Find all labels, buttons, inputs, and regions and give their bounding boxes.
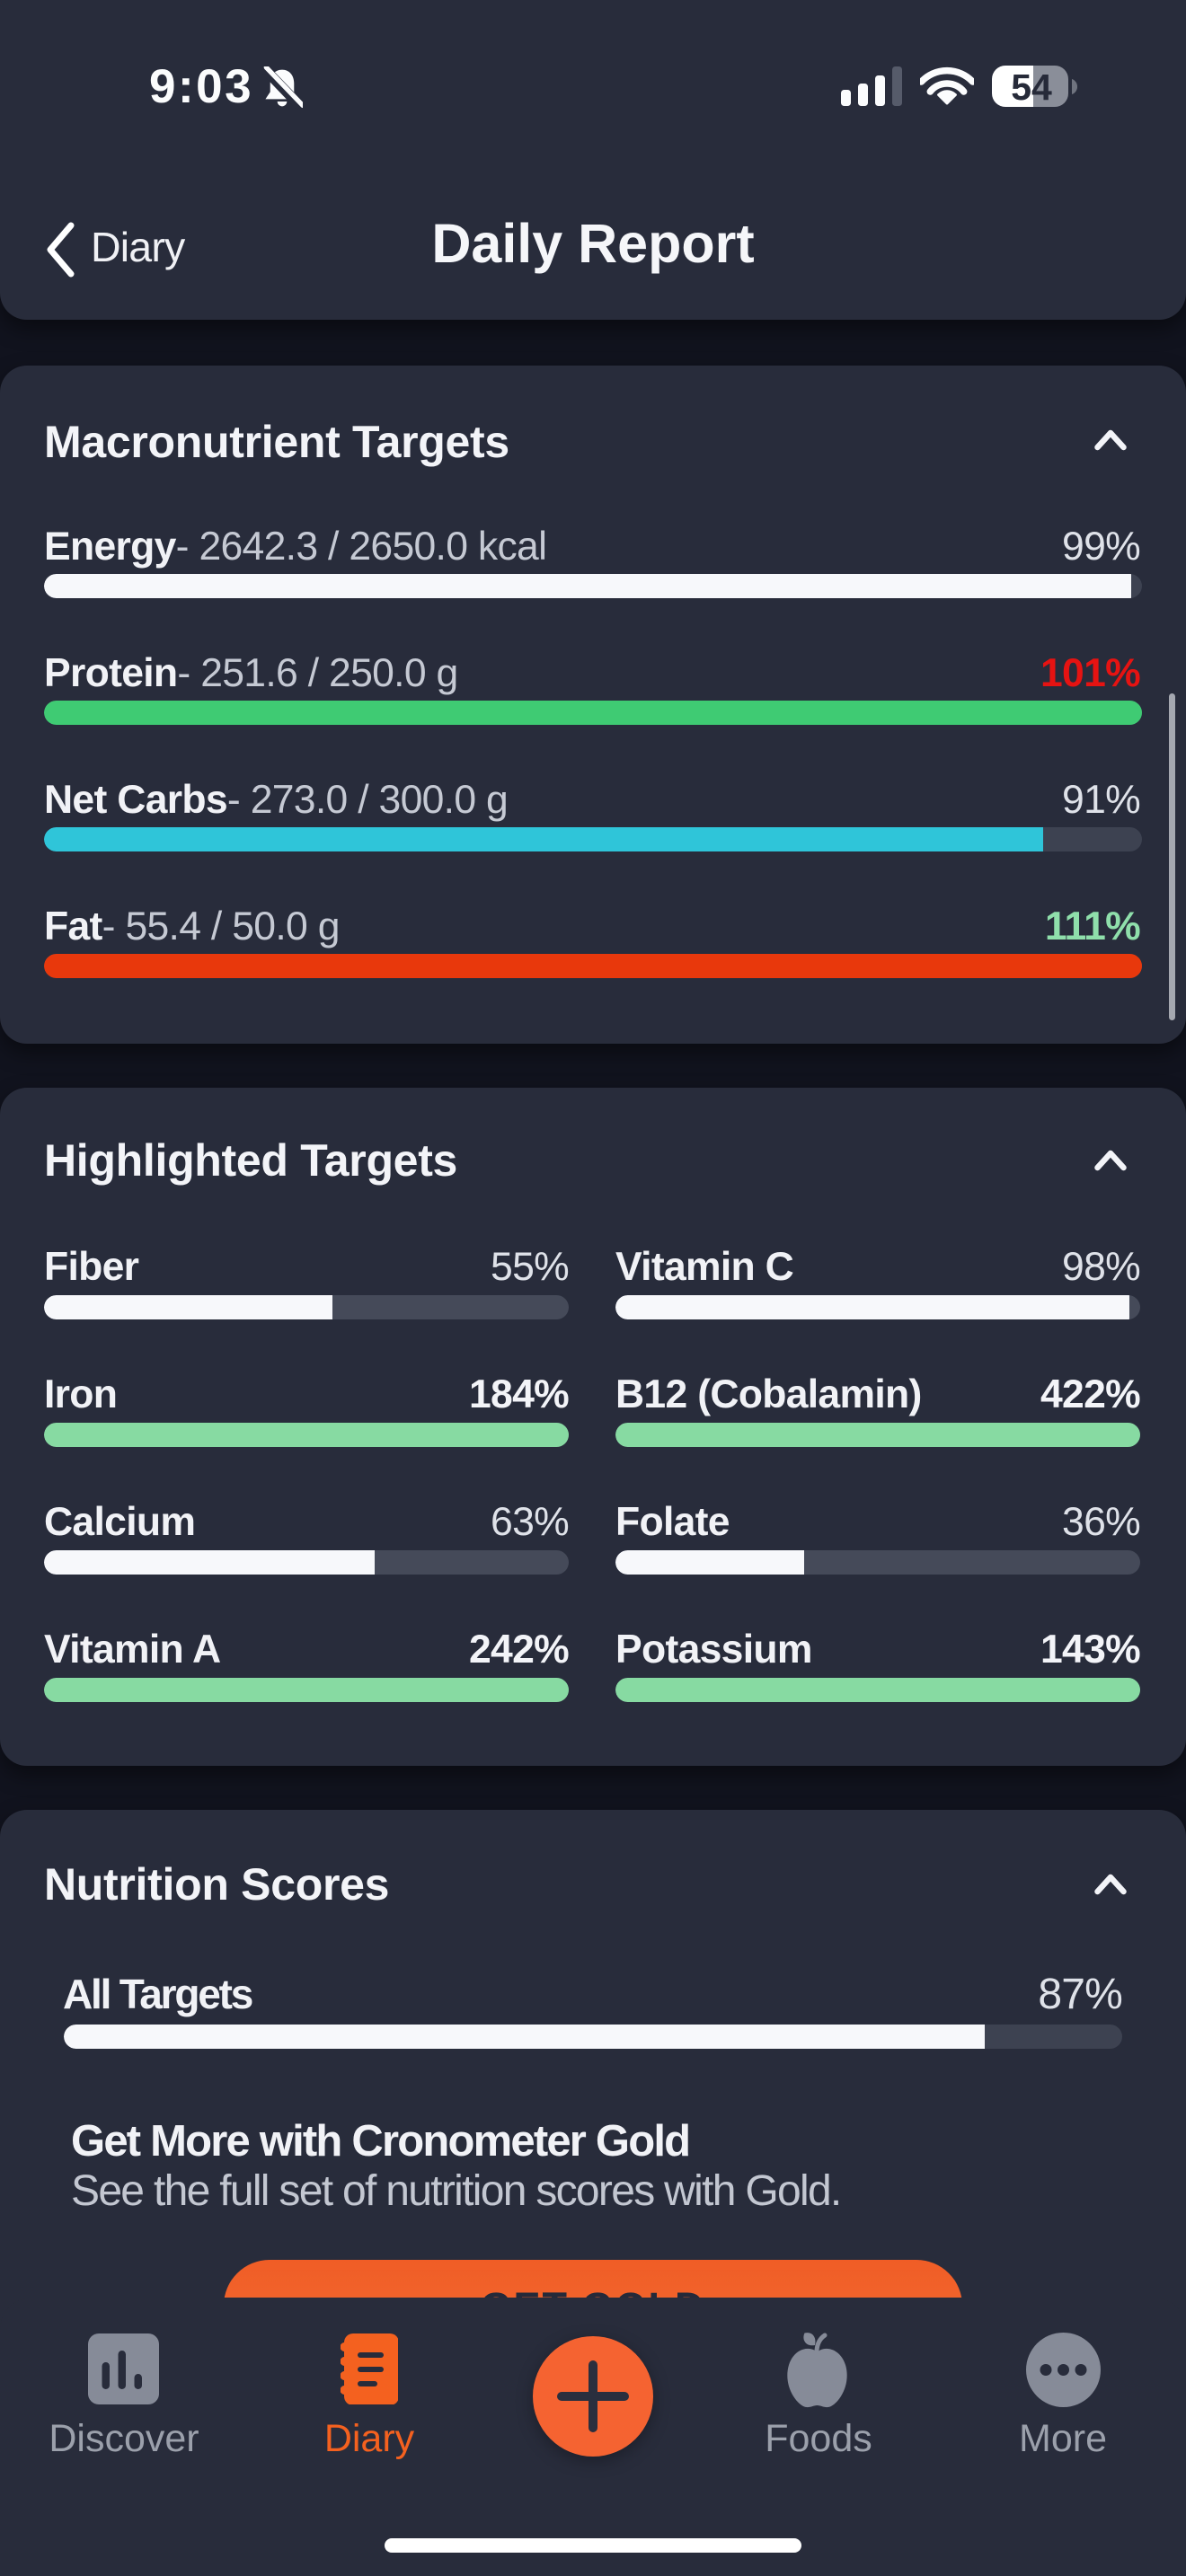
- svg-text:54: 54: [1011, 66, 1052, 107]
